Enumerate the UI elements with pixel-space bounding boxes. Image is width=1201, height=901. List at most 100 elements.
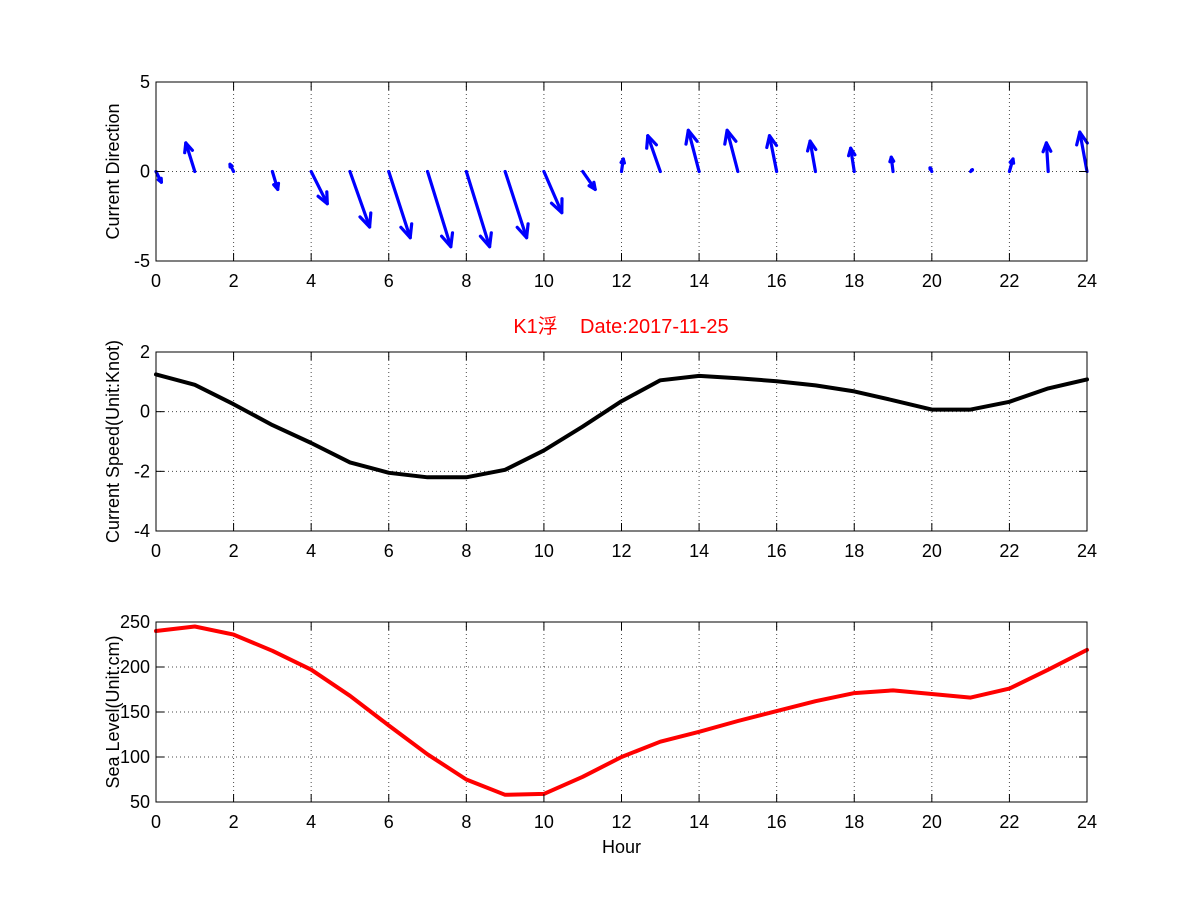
current-arrow: [309, 169, 329, 206]
current-arrow: [723, 128, 740, 174]
sea-level-xtick-label: 16: [767, 812, 787, 832]
current-arrow: [503, 169, 530, 240]
speed-xtick-label: 22: [999, 541, 1019, 561]
speed-xtick-label: 24: [1077, 541, 1097, 561]
speed-data-point: [1007, 400, 1011, 404]
speed-data-point: [891, 398, 895, 402]
speed-xtick-label: 6: [384, 541, 394, 561]
current-arrow: [805, 139, 818, 174]
arrow-head: [587, 180, 597, 191]
direction-xtick-label: 14: [689, 271, 709, 291]
speed-ytick-label: -4: [134, 521, 150, 541]
sea-level-xtick-label: 6: [384, 812, 394, 832]
arrow-head: [888, 155, 896, 164]
direction-ytick-label: 0: [140, 162, 150, 182]
speed-data-point: [387, 471, 391, 475]
sea-level-xtick-label: 8: [461, 812, 471, 832]
direction-ytick-label: -5: [134, 251, 150, 271]
sea-level-xtick-label: 14: [689, 812, 709, 832]
current-arrow: [542, 169, 564, 215]
sea-level-data-point: [348, 694, 352, 698]
arrow-head: [358, 211, 373, 229]
sea-level-data-point: [193, 625, 197, 629]
current-arrow: [228, 162, 236, 174]
sea-level-data-point: [620, 755, 624, 759]
sea-level-data-point: [270, 649, 274, 653]
direction-ytick-label: 5: [140, 72, 150, 92]
speed-xtick-label: 14: [689, 541, 709, 561]
arrow-head: [805, 139, 818, 153]
current-arrow: [619, 157, 627, 174]
sea-level-data-point: [232, 633, 236, 637]
sea-level-data-point: [852, 691, 856, 695]
arrow-shaft: [767, 134, 779, 174]
direction-xtick-label: 22: [999, 271, 1019, 291]
sea-level-data-point: [503, 793, 507, 797]
sea-level-data-point: [426, 752, 430, 756]
arrow-head: [619, 157, 627, 165]
sea-level-data-point: [1046, 668, 1050, 672]
arrow-head: [1075, 130, 1089, 147]
arrow-head: [969, 168, 975, 173]
direction-xtick-label: 12: [611, 271, 631, 291]
sea-level-xtick-label: 18: [844, 812, 864, 832]
arrow-head: [684, 128, 699, 146]
current-arrow: [969, 168, 975, 174]
current-arrow: [1041, 141, 1053, 174]
speed-data-point: [309, 441, 313, 445]
direction-xtick-label: 24: [1077, 271, 1097, 291]
sea-level-xtick-label: 22: [999, 812, 1019, 832]
speed-data-point: [775, 379, 779, 383]
speed-xtick-label: 4: [306, 541, 316, 561]
direction-xtick-label: 4: [306, 271, 316, 291]
sea-level-data-point: [891, 688, 895, 692]
sea-level-ytick-label: 150: [120, 702, 150, 722]
arrow-head: [549, 197, 564, 215]
sea-level-data-point: [969, 696, 973, 700]
arrow-shaft: [464, 169, 492, 249]
direction-xtick-label: 20: [922, 271, 942, 291]
speed-xtick-label: 12: [611, 541, 631, 561]
speed-data-point: [658, 378, 662, 382]
sea-level-data-point: [309, 668, 313, 672]
current-arrow: [645, 134, 662, 174]
speed-ytick-label: 2: [140, 342, 150, 362]
sea-level-xlabel: Hour: [602, 837, 641, 857]
arrow-shaft: [725, 128, 740, 174]
sea-level-ytick-label: 50: [130, 792, 150, 812]
figure-title: K1浮 Date:2017-11-25: [513, 315, 728, 338]
current-arrow: [1075, 130, 1089, 174]
speed-data-point: [736, 376, 740, 380]
current-arrow: [684, 128, 701, 174]
current-arrow: [270, 169, 281, 191]
speed-xtick-label: 16: [767, 541, 787, 561]
speed-data-point: [542, 448, 546, 452]
speed-xtick-label: 2: [229, 541, 239, 561]
arrow-shaft: [542, 169, 564, 215]
current-arrow: [846, 146, 857, 174]
speed-data-point: [620, 399, 624, 403]
sea-level-data-point: [736, 719, 740, 723]
arrow-shaft: [387, 169, 412, 240]
sea-level-series-line: [154, 624, 1089, 797]
arrow-head: [1008, 157, 1016, 165]
current-arrow: [348, 169, 373, 229]
speed-xtick-label: 0: [151, 541, 161, 561]
current-arrow: [765, 134, 779, 174]
sea-level-xtick-label: 20: [922, 812, 942, 832]
arrow-head: [272, 181, 281, 191]
sea-level-ytick-label: 250: [120, 612, 150, 632]
direction-xtick-label: 18: [844, 271, 864, 291]
sea-level-xtick-label: 0: [151, 812, 161, 832]
current-arrow: [425, 169, 455, 249]
sea-level-data-point: [387, 724, 391, 728]
direction-ylabel: Current Direction: [103, 103, 123, 239]
direction-xtick-label: 8: [461, 271, 471, 291]
sea-level-ytick-label: 100: [120, 747, 150, 767]
arrow-head: [440, 231, 455, 249]
direction-xtick-label: 2: [229, 271, 239, 291]
speed-xtick-label: 20: [922, 541, 942, 561]
